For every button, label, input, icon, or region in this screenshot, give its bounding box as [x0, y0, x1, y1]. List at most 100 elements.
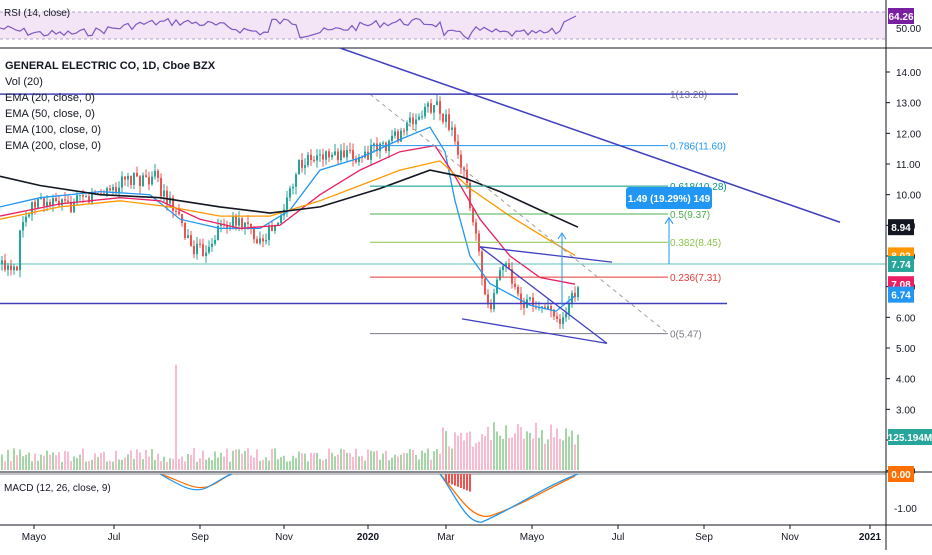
volume-bar	[73, 456, 75, 470]
chart-title: GENERAL ELECTRIC CO, 1D, Cboe BZX	[5, 60, 216, 72]
volume-bar	[304, 453, 306, 470]
volume-bar	[310, 452, 312, 470]
candle-body	[454, 127, 456, 142]
volume-bar	[316, 452, 318, 470]
volume-bar	[529, 432, 531, 470]
volume-bar	[46, 450, 48, 470]
candle-body	[466, 169, 468, 184]
volume-bar	[118, 459, 120, 470]
volume-bar	[358, 456, 360, 470]
candle-body	[544, 306, 546, 310]
volume-bar	[565, 428, 567, 470]
price-tick-label: 11.00	[896, 160, 921, 171]
candle-body	[382, 142, 384, 144]
volume-bar	[352, 457, 354, 470]
candle-body	[91, 192, 93, 203]
candle-body	[70, 201, 72, 213]
candle-body	[127, 175, 129, 180]
candle-body	[559, 318, 561, 324]
volume-bar	[367, 449, 369, 470]
volume-bar	[532, 438, 534, 470]
candle-body	[442, 113, 444, 122]
volume-bar	[334, 456, 336, 470]
price-tick-label: 13.00	[896, 99, 921, 110]
volume-bar	[205, 459, 207, 470]
volume-bar	[142, 459, 144, 470]
candle-body	[193, 245, 195, 255]
candle-body	[1, 260, 3, 264]
volume-bar	[58, 452, 60, 470]
candle-body	[259, 238, 261, 244]
volume-bar	[181, 456, 183, 470]
candle-body	[19, 230, 21, 271]
volume-bar	[493, 422, 495, 470]
candle-body	[151, 176, 153, 185]
candle-body	[76, 195, 78, 202]
volume-bar	[61, 461, 63, 470]
volume-bar	[49, 454, 51, 470]
volume-bar	[289, 461, 291, 470]
volume-bar	[229, 461, 231, 470]
candle-body	[250, 223, 252, 227]
candle-body	[7, 265, 9, 270]
candle-body	[412, 117, 414, 125]
volume-bar	[214, 451, 216, 470]
volume-bar	[286, 461, 288, 470]
volume-bar	[517, 424, 519, 470]
candle-body	[34, 201, 36, 208]
candle-body	[172, 197, 174, 211]
volume-bar	[394, 454, 396, 470]
candle-body	[514, 283, 516, 287]
candle-body	[469, 183, 471, 209]
volume-bar	[454, 432, 456, 470]
candle-body	[460, 154, 462, 168]
volume-bar	[520, 427, 522, 470]
candle-body	[484, 278, 486, 295]
volume-bar	[271, 448, 273, 470]
volume-bar	[325, 459, 327, 470]
volume-bar	[100, 453, 102, 470]
candle-body	[400, 130, 402, 142]
candle-body	[187, 235, 189, 238]
volume-bar	[232, 450, 234, 470]
candle-body	[394, 131, 396, 136]
candle-body	[499, 270, 501, 280]
volume-bar	[85, 461, 87, 470]
ema200-line	[0, 169, 579, 228]
volume-bar	[421, 450, 423, 470]
ema20-legend: EMA (20, close, 0)	[5, 92, 95, 104]
ema100-legend: EMA (100, close, 0)	[5, 124, 101, 136]
candle-body	[457, 141, 459, 155]
volume-bar	[193, 448, 195, 470]
candle-body	[493, 293, 495, 310]
candle-body	[358, 157, 360, 163]
candle-body	[52, 198, 54, 206]
candle-body	[334, 151, 336, 155]
volume-value-badge-box	[888, 429, 932, 445]
volume-bar	[160, 461, 162, 470]
price-badge: 8.94	[888, 219, 914, 236]
macd-value-badge-text: 0.00	[891, 470, 911, 481]
volume-bar	[313, 452, 315, 470]
candle-body	[67, 200, 69, 202]
volume-bar	[340, 448, 342, 470]
candle-body	[565, 313, 567, 318]
volume-bar	[1, 454, 3, 470]
volume-bar	[538, 437, 540, 470]
volume-bar	[112, 461, 114, 470]
candle-body	[25, 216, 27, 223]
candle-body	[418, 116, 420, 120]
candle-body	[247, 222, 249, 224]
volume-bar	[550, 424, 552, 470]
candle-body	[562, 317, 564, 324]
volume-bar	[166, 461, 168, 470]
volume-bar	[16, 455, 18, 470]
volume-bar	[541, 430, 543, 470]
macd-tick-label: -1.00	[894, 504, 917, 515]
volume-group	[1, 365, 579, 470]
volume-bar	[97, 457, 99, 470]
candle-body	[103, 193, 105, 195]
price-badge-text: 8.94	[891, 223, 911, 234]
